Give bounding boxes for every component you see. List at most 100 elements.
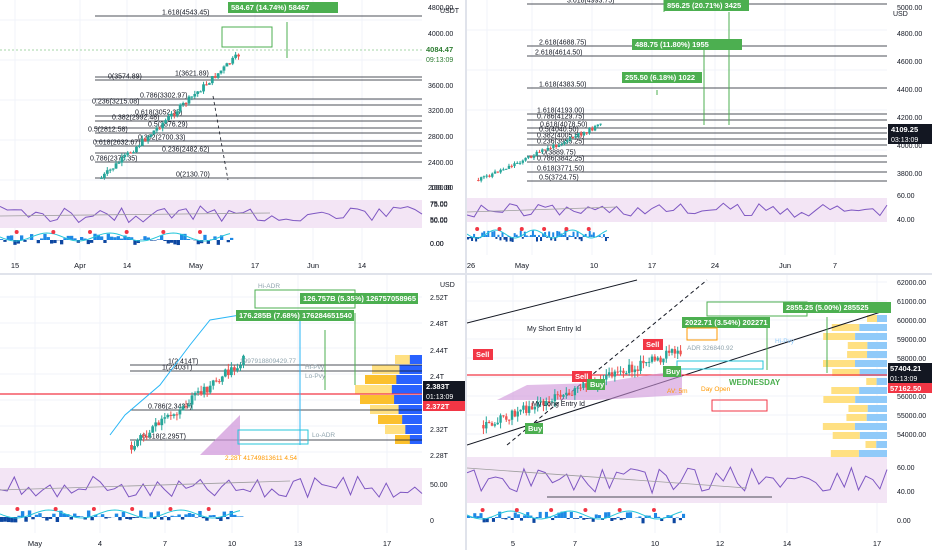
fib-level-label: 0.786(3302.97): [140, 93, 187, 100]
candle-body: [114, 163, 118, 169]
oscillator-bar: [0, 517, 4, 522]
volume-profile-bar: [822, 423, 855, 430]
oscillator-bar: [509, 237, 512, 242]
fib-level-label: 0(2130.70): [176, 172, 210, 179]
oscillator-dot: [168, 507, 173, 511]
buy-signal-bg: [663, 366, 681, 377]
oscillator-bar: [133, 240, 137, 245]
oscillator-bar: [146, 237, 150, 240]
candle-body: [172, 414, 176, 416]
volume-profile-bar: [855, 333, 887, 340]
chart-panel-bottom-right[interactable]: 2855.25 (5.00%) 285525 2022.71 (3.54%) 20…: [467, 275, 932, 550]
oscillator-dot: [497, 227, 502, 231]
measure-label: 255.50 (6.18%) 1022: [625, 73, 695, 82]
oscillator-bar: [0, 239, 4, 240]
chart-panel-top-right[interactable]: 3.618(4993.75) 2.618(4688.75) 2.618(4614.5…: [467, 0, 932, 273]
oscillator-bar: [566, 237, 569, 241]
chart-panel-bottom-left[interactable]: 1(2.414T) 1(2.403T) 0.786(2.343T) 0.618(2.2…: [0, 275, 465, 550]
candle-body: [524, 157, 527, 161]
time-tick-label: Jun: [307, 261, 319, 270]
oscillator-bar: [203, 234, 207, 240]
volume-profile-bar: [823, 396, 856, 403]
oscillator-bar: [562, 234, 565, 237]
candle-body: [605, 374, 608, 380]
oscillator-bar: [510, 518, 514, 521]
chart-svg-bottom-left[interactable]: 1(2.414T)1(2.403T) 0.786(2.343T) 0.618(2.2…: [0, 275, 465, 550]
oscillator-bar: [176, 240, 180, 246]
fib-level-label: 0.786(3842.25): [537, 156, 584, 163]
oscillator-bar: [469, 237, 472, 239]
candle-body: [117, 162, 121, 164]
time-tick-label: 10: [651, 539, 659, 548]
time-tick-label: 7: [833, 261, 837, 270]
chart-svg-top-right[interactable]: 3.618(4993.75) 2.618(4688.75) 2.618(4614.5…: [467, 0, 932, 273]
measure-label-bg: [236, 310, 354, 321]
oscillator-bar: [86, 510, 91, 517]
oscillator-dot: [542, 227, 547, 231]
oscillator-bar: [497, 234, 500, 237]
price-tick-label: 2.52T: [430, 295, 449, 302]
level-label: Lo-Pvy: [305, 373, 326, 380]
oscillator-bar: [212, 515, 216, 517]
price-tick-label: 59000.00: [897, 337, 926, 344]
chart-svg-bottom-right[interactable]: 2855.25 (5.00%) 285525 2022.71 (3.54%) 20…: [467, 275, 932, 550]
current-price-tag-bg: [423, 45, 465, 65]
oscillator-bar: [588, 230, 591, 237]
oscillator-bar: [531, 230, 534, 237]
oscillator-bar: [542, 233, 545, 237]
oscillator-bar: [485, 234, 488, 237]
oscillator-dot: [206, 507, 211, 511]
candle-body: [545, 400, 548, 406]
oscillator-bar: [564, 230, 567, 237]
price-tick-label: 0.00: [430, 241, 444, 248]
oscillator-bar: [479, 513, 483, 518]
oscillator-bar: [177, 514, 181, 517]
candle-body: [181, 103, 185, 105]
oscillator-bar: [213, 236, 217, 240]
fib-level-label: 0.236(2482.62): [162, 147, 209, 154]
chart-panel-top-left[interactable]: 1.618(4543.45) 0(3574.89) 1(3621.89) 0.786(…: [0, 0, 465, 273]
oscillator-bar: [43, 233, 47, 240]
price-tick-label: 58000.00: [897, 356, 926, 363]
current-price-tag-bg: [888, 363, 932, 383]
candle-body: [547, 400, 551, 402]
measure-label: 176.285B (7.68%) 176284651540: [239, 311, 352, 320]
time-tick-label: 14: [358, 261, 366, 270]
candle-body: [539, 400, 542, 403]
candle-body: [513, 163, 516, 167]
oscillator-bar: [613, 518, 617, 520]
oscillator-bar: [473, 513, 477, 518]
candle-body: [593, 126, 597, 131]
time-tick-label: 26: [467, 261, 475, 270]
candle-body: [616, 371, 619, 373]
candle-body: [120, 156, 124, 163]
oscillator-bar: [487, 230, 490, 237]
oscillator-dot: [91, 507, 96, 511]
oscillator-bar: [3, 240, 7, 242]
time-tick-label: May: [189, 261, 203, 270]
measure-area: [221, 26, 273, 48]
time-tick-label: May: [515, 261, 529, 270]
rsi-trend-line: [467, 467, 748, 489]
candle-body: [656, 357, 659, 361]
rsi-line: [0, 205, 423, 224]
oscillator-dot: [53, 507, 58, 511]
candle-body: [557, 144, 561, 147]
oscillator-bar: [27, 510, 32, 517]
fib-level-label: 0.236(3955.25): [537, 139, 584, 146]
candle-body: [222, 66, 226, 71]
candle-body: [571, 137, 575, 139]
panel-divider-vertical[interactable]: [465, 0, 467, 550]
fib-level-label: 0.5(4040.50): [539, 127, 579, 134]
oscillator-signal: [0, 232, 231, 242]
candle-body: [633, 369, 637, 373]
oscillator-bar: [473, 233, 476, 237]
oscillator-bar: [150, 240, 154, 241]
oscillator-bar: [205, 517, 209, 521]
candle-body: [499, 169, 502, 173]
price-tick-label: 2000.00: [428, 185, 453, 192]
candle-body: [599, 123, 602, 125]
chart-svg-top-left[interactable]: 1.618(4543.45)0(3574.89) 1(3621.89)0.786(…: [0, 0, 465, 273]
panel-divider-horizontal[interactable]: [0, 273, 932, 275]
oscillator-bar: [40, 238, 44, 240]
